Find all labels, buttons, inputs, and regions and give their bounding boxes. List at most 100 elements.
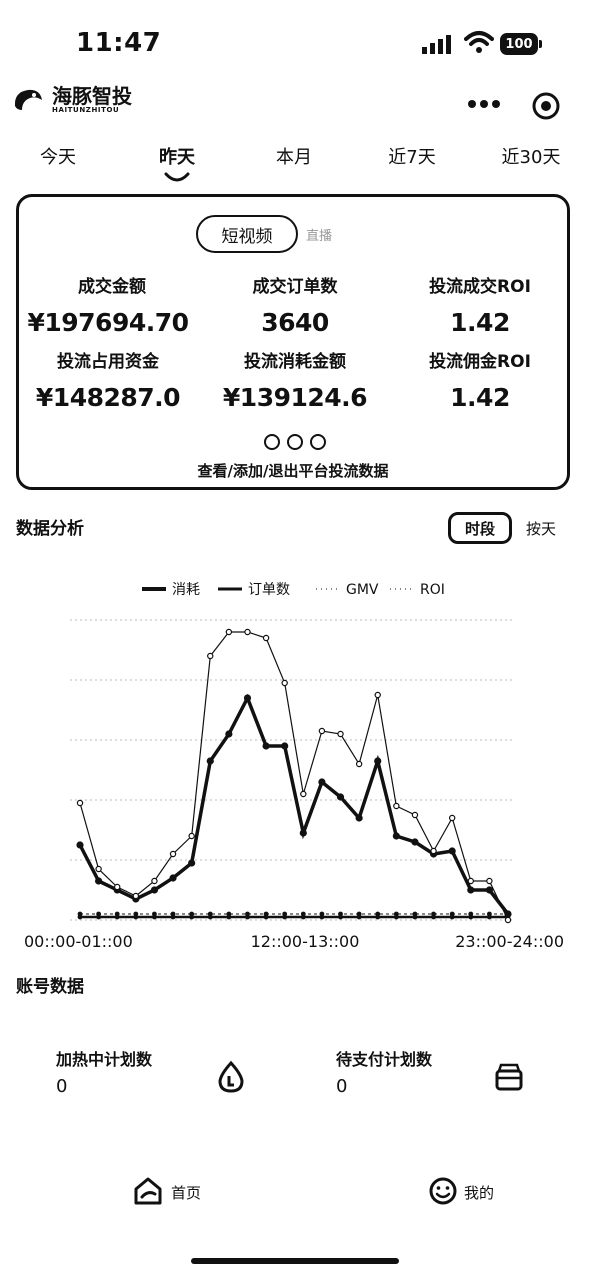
metric-value-roi: 1.42 — [390, 308, 570, 337]
data-point-ROI — [171, 912, 176, 917]
home-icon[interactable] — [133, 1176, 163, 1206]
data-point-消耗 — [262, 742, 269, 749]
data-point-消耗 — [151, 886, 158, 893]
heating-plans-label: 加热中计划数 — [56, 1046, 152, 1070]
data-point-GMV — [301, 791, 306, 796]
metric-value-orders: 3640 — [205, 308, 385, 337]
data-point-GMV — [487, 878, 492, 883]
x-axis-label: 12::00-13::00 — [251, 932, 360, 951]
nav-mine[interactable]: 我的 — [464, 1182, 494, 1203]
tab-today[interactable]: 今天 — [3, 143, 113, 169]
data-point-消耗 — [374, 757, 381, 764]
data-point-消耗 — [411, 838, 418, 845]
segment-live[interactable]: 直播 — [306, 225, 332, 244]
data-point-ROI — [189, 912, 194, 917]
metric-value-occupied-funds: ¥148287.0 — [18, 383, 198, 412]
data-point-GMV — [412, 812, 417, 817]
data-point-ROI — [152, 912, 157, 917]
metric-value-commission-roi: 1.42 — [390, 383, 570, 412]
profile-smile-icon[interactable] — [428, 1176, 458, 1206]
tab-last-30-days[interactable]: 近30天 — [476, 143, 586, 169]
data-point-GMV — [338, 731, 343, 736]
legend-label: 订单数 — [248, 582, 290, 598]
data-point-GMV — [152, 878, 157, 883]
data-point-GMV — [468, 878, 473, 883]
data-point-ROI — [487, 912, 492, 917]
toggle-by-day[interactable]: 按天 — [526, 518, 556, 539]
pending-payment-label: 待支付计划数 — [336, 1046, 432, 1070]
data-point-ROI — [264, 912, 269, 917]
data-point-GMV — [245, 629, 250, 634]
x-axis-label: 00::00-01::00 — [24, 932, 133, 951]
data-point-ROI — [245, 912, 250, 917]
tab-this-month[interactable]: 本月 — [239, 143, 349, 169]
data-point-ROI — [226, 912, 231, 917]
analysis-title: 数据分析 — [16, 514, 84, 539]
manage-data-link[interactable]: 查看/添加/退出平台投流数据 — [16, 460, 570, 481]
segment-short-video[interactable]: 短视频 — [196, 215, 298, 253]
data-point-消耗 — [188, 859, 195, 866]
data-point-GMV — [357, 761, 362, 766]
data-point-消耗 — [449, 847, 456, 854]
logo-text: 海豚智投 — [52, 86, 132, 106]
data-point-消耗 — [169, 874, 176, 881]
home-indicator — [191, 1258, 399, 1264]
data-point-消耗 — [225, 730, 232, 737]
data-point-ROI — [96, 912, 101, 917]
toggle-by-period[interactable]: 时段 — [448, 512, 512, 544]
legend-label: ROI — [420, 582, 445, 598]
data-point-ROI — [394, 912, 399, 917]
heating-plans-value: 0 — [56, 1076, 67, 1097]
data-point-消耗 — [467, 886, 474, 893]
more-options-icon[interactable] — [464, 92, 504, 116]
metric-label-orders: 成交订单数 — [205, 272, 385, 297]
logo-subtext: HAITUNZHITOU — [52, 106, 119, 114]
metric-label-occupied-funds: 投流占用资金 — [18, 347, 198, 372]
data-point-GMV — [133, 893, 138, 898]
data-point-ROI — [115, 912, 120, 917]
wallet-icon — [494, 1062, 524, 1092]
battery-indicator: 100 — [500, 33, 538, 55]
metric-label-gmv: 成交金额 — [22, 272, 202, 297]
account-title: 账号数据 — [16, 972, 84, 997]
series-line-GMV — [80, 632, 508, 920]
data-point-ROI — [301, 912, 306, 917]
metric-value-gmv: ¥197694.70 — [18, 308, 198, 337]
data-point-ROI — [320, 912, 325, 917]
data-point-GMV — [77, 800, 82, 805]
data-point-ROI — [357, 912, 362, 917]
data-point-消耗 — [207, 757, 214, 764]
wifi-icon — [464, 30, 494, 54]
data-point-ROI — [133, 912, 138, 917]
data-point-GMV — [431, 848, 436, 853]
data-point-GMV — [208, 653, 213, 658]
data-point-ROI — [375, 912, 380, 917]
tab-last-7-days[interactable]: 近7天 — [357, 143, 467, 169]
data-point-消耗 — [356, 814, 363, 821]
data-point-ROI — [78, 912, 83, 917]
legend-label: GMV — [346, 582, 379, 598]
data-point-ROI — [338, 912, 343, 917]
nav-home[interactable]: 首页 — [171, 1182, 201, 1203]
data-point-GMV — [263, 635, 268, 640]
data-point-ROI — [468, 912, 473, 917]
data-point-GMV — [170, 851, 175, 856]
carousel-dots[interactable] — [262, 432, 332, 452]
status-time: 11:47 — [76, 28, 161, 58]
data-point-ROI — [450, 912, 455, 917]
data-point-GMV — [115, 884, 120, 889]
series-line-消耗 — [80, 698, 508, 914]
signal-icon — [422, 34, 452, 54]
tab-yesterday[interactable]: 昨天 — [122, 143, 232, 169]
pending-payment-value: 0 — [336, 1076, 347, 1097]
data-point-GMV — [96, 866, 101, 871]
data-point-消耗 — [318, 778, 325, 785]
data-point-ROI — [282, 912, 287, 917]
data-point-GMV — [189, 833, 194, 838]
data-point-消耗 — [393, 832, 400, 839]
close-miniprogram-icon[interactable] — [530, 90, 562, 122]
data-point-GMV — [394, 803, 399, 808]
data-point-ROI — [506, 912, 511, 917]
battery-level: 100 — [505, 37, 532, 52]
data-point-消耗 — [95, 877, 102, 884]
